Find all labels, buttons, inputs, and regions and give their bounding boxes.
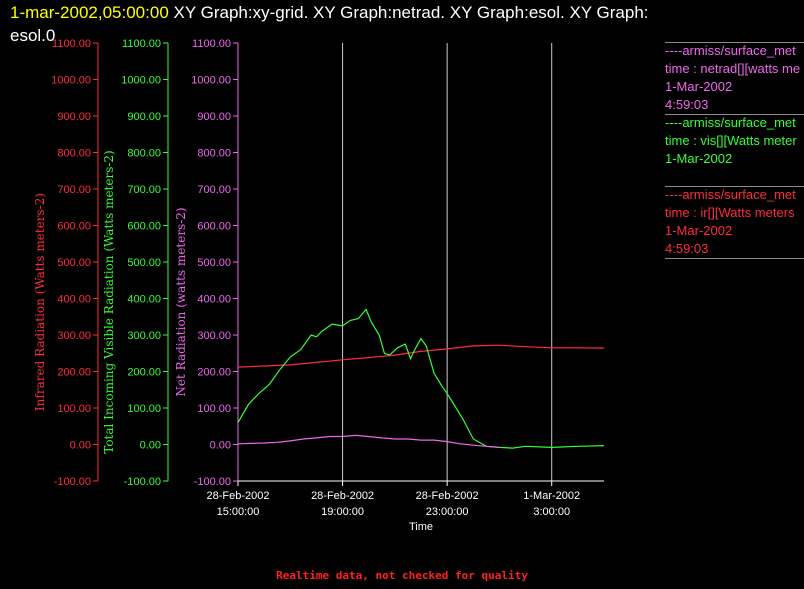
ir-axis-label: Infrared Radiation (Watts meters-2) bbox=[33, 193, 47, 411]
x-tick-label-time: 15:00:00 bbox=[217, 506, 260, 518]
legend-entry-line: 1-Mar-2002 bbox=[665, 151, 733, 166]
x-tick-label-date: 28-Feb-2002 bbox=[311, 490, 374, 502]
legend-entry-line: 1-Mar-2002 bbox=[665, 79, 733, 94]
ir-tick-label: 200.00 bbox=[57, 367, 91, 379]
ir-tick-label: -100.00 bbox=[54, 476, 91, 488]
legend-entry-line: ----armiss/surface_met bbox=[665, 187, 796, 202]
vis-tick-label: 600.00 bbox=[127, 221, 161, 233]
ir-tick-label: 1100.00 bbox=[52, 38, 91, 50]
ir-tick-label: 400.00 bbox=[57, 294, 91, 306]
net-axis-label: Net Radiation (watts meters-2) bbox=[174, 207, 188, 396]
legend-entry-line: time : ir[][Watts meters bbox=[665, 205, 795, 220]
net-tick-label: 400.00 bbox=[197, 294, 231, 306]
x-tick-label-time: 23:00:00 bbox=[426, 506, 469, 518]
vis-series-line bbox=[237, 308, 605, 449]
x-tick-label-date: 28-Feb-2002 bbox=[416, 490, 479, 502]
legend-entry-line: ----armiss/surface_met bbox=[665, 43, 796, 58]
vis-tick-label: 0.00 bbox=[140, 440, 161, 452]
net-tick-label: 300.00 bbox=[197, 330, 231, 342]
vis-tick-label: 500.00 bbox=[127, 257, 161, 269]
ir-tick-label: 800.00 bbox=[57, 148, 91, 160]
title-line-1: 1-mar-2002,05:00:00 XY Graph:xy-grid. XY… bbox=[10, 3, 649, 23]
net-tick-label: 1000.00 bbox=[191, 75, 231, 87]
x-tick-label-date: 1-Mar-2002 bbox=[523, 490, 580, 502]
legend-entry-line: 1-Mar-2002 bbox=[665, 223, 733, 238]
net-tick-label: 900.00 bbox=[197, 111, 231, 123]
net-tick-label: 500.00 bbox=[197, 257, 231, 269]
ir-series-line bbox=[237, 344, 605, 368]
vis-tick-label: 200.00 bbox=[127, 367, 161, 379]
ir-tick-label: 900.00 bbox=[57, 111, 91, 123]
net-series-line bbox=[237, 434, 500, 448]
ir-tick-label: 0.00 bbox=[70, 440, 91, 452]
vis-tick-label: 100.00 bbox=[127, 403, 161, 415]
net-tick-label: 0.00 bbox=[210, 440, 231, 452]
vis-tick-label: 300.00 bbox=[127, 330, 161, 342]
legend-entry-line: 4:59:03 bbox=[665, 97, 709, 112]
legend-separator bbox=[665, 258, 804, 259]
x-tick-label-time: 19:00:00 bbox=[321, 506, 364, 518]
legend-entry-line: time : netrad[][watts me bbox=[665, 61, 801, 76]
title-graph-list: XY Graph:xy-grid. XY Graph:netrad. XY Gr… bbox=[173, 3, 649, 22]
x-tick-label-date: 28-Feb-2002 bbox=[207, 490, 270, 502]
legend-separator bbox=[665, 186, 804, 187]
x-tick-label-time: 3:00:00 bbox=[533, 506, 570, 518]
net-tick-label: 600.00 bbox=[197, 221, 231, 233]
legend-entry-line: time : vis[][Watts meter bbox=[665, 133, 797, 148]
vis-tick-label: -100.00 bbox=[124, 476, 161, 488]
net-tick-label: 200.00 bbox=[197, 367, 231, 379]
ir-tick-label: 100.00 bbox=[57, 403, 91, 415]
vis-tick-label: 1000.00 bbox=[121, 75, 161, 87]
ir-tick-label: 600.00 bbox=[57, 221, 91, 233]
x-axis-label: Time bbox=[409, 521, 433, 533]
ir-tick-label: 500.00 bbox=[57, 257, 91, 269]
ir-tick-label: 700.00 bbox=[57, 184, 91, 196]
net-tick-label: -100.00 bbox=[194, 476, 231, 488]
vis-tick-label: 700.00 bbox=[127, 184, 161, 196]
legend-entry-line: 4:59:03 bbox=[665, 241, 709, 256]
title-line-2: esol.0 bbox=[10, 26, 56, 45]
net-tick-label: 1100.00 bbox=[192, 38, 231, 50]
net-tick-label: 800.00 bbox=[197, 148, 231, 160]
ir-tick-label: 1000.00 bbox=[51, 75, 91, 87]
legend-separator bbox=[665, 114, 804, 115]
legend-entry-line: ----armiss/surface_met bbox=[665, 115, 796, 130]
vis-tick-label: 400.00 bbox=[127, 294, 161, 306]
data-quality-warning: Realtime data, not checked for quality bbox=[276, 569, 528, 582]
net-tick-label: 100.00 bbox=[197, 403, 231, 415]
vis-axis-label: Total Incoming Visible Radiation (Watts … bbox=[102, 150, 116, 454]
title-timestamp: 1-mar-2002,05:00:00 bbox=[10, 3, 169, 22]
vis-tick-label: 800.00 bbox=[127, 148, 161, 160]
net-tick-label: 700.00 bbox=[197, 184, 231, 196]
vis-tick-label: 900.00 bbox=[127, 111, 161, 123]
legend-separator bbox=[665, 42, 804, 43]
vis-tick-label: 1100.00 bbox=[122, 38, 161, 50]
ir-tick-label: 300.00 bbox=[57, 330, 91, 342]
